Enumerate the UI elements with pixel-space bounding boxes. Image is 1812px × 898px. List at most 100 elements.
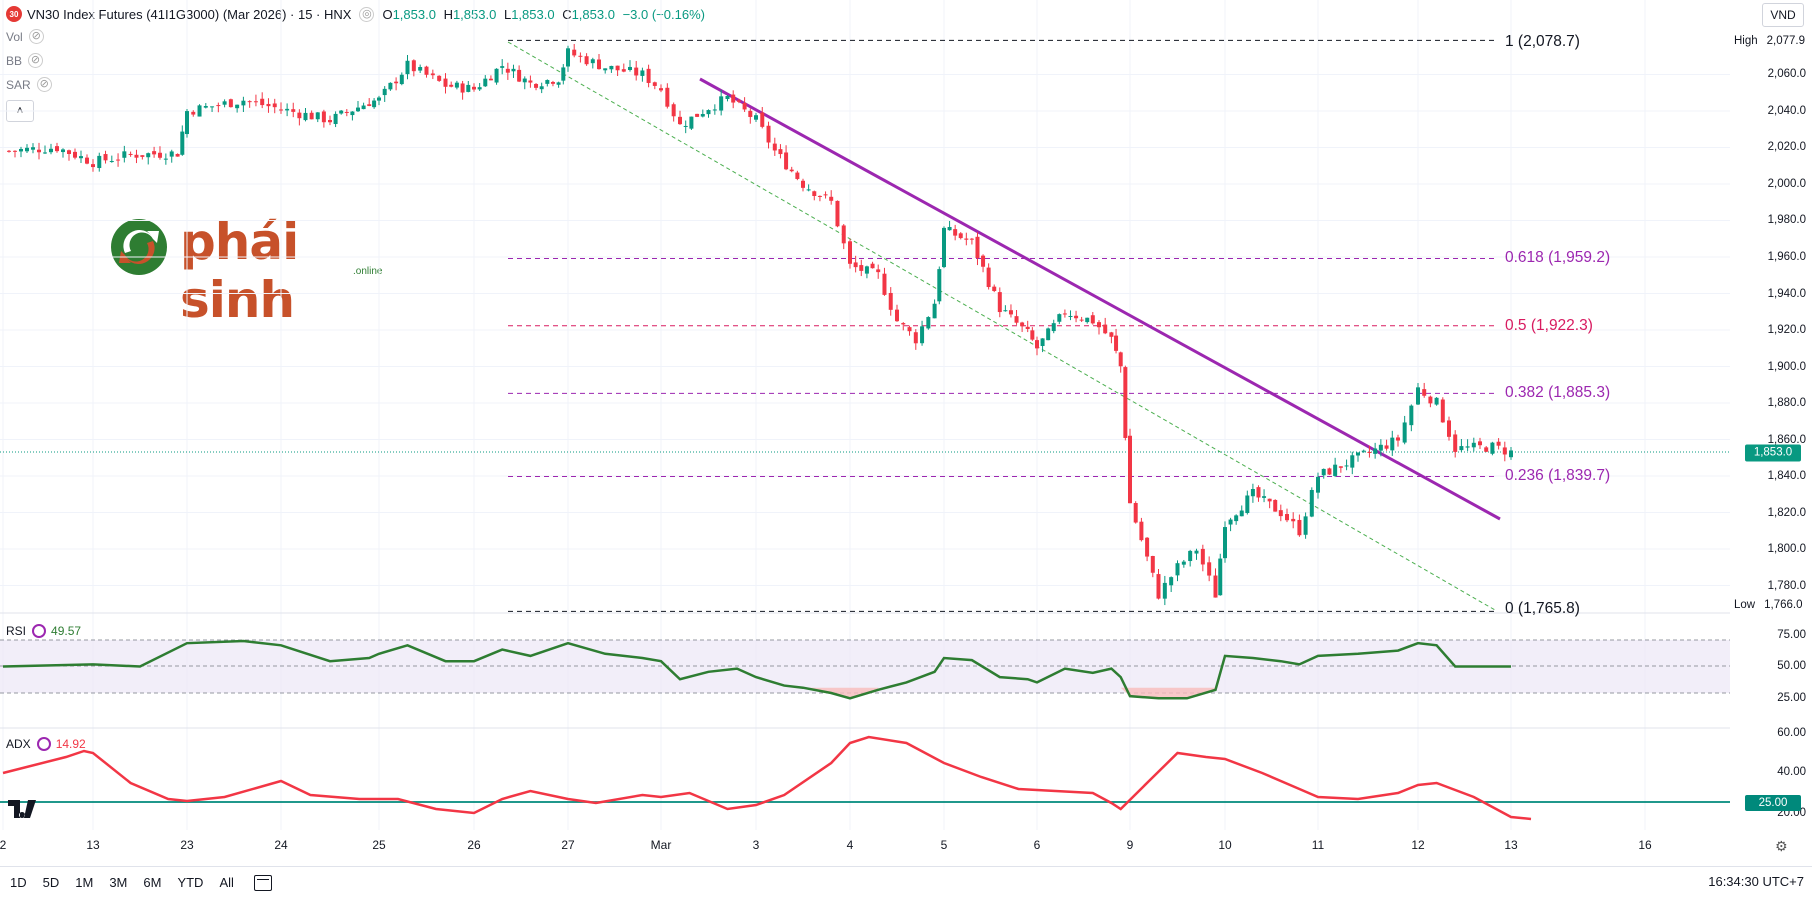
candle-body <box>1502 447 1507 455</box>
candle-body <box>671 104 676 117</box>
candle-body <box>272 103 277 108</box>
candle-body <box>67 150 71 154</box>
time-label: 24 <box>274 838 288 852</box>
currency-select[interactable]: VND <box>1762 3 1804 27</box>
logo-sub: .online <box>353 266 383 277</box>
rsi-title[interactable]: RSI 49.57 <box>6 624 82 638</box>
range-5d-button[interactable]: 5D <box>42 875 60 890</box>
time-label: 9 <box>1126 838 1134 852</box>
indicator-sar[interactable]: SAR ⊘ <box>6 77 52 92</box>
candle-body <box>128 153 133 155</box>
candle-body <box>888 292 893 310</box>
candle-body <box>1090 315 1095 324</box>
candle-body <box>134 154 139 158</box>
candle-body <box>37 149 41 153</box>
candle-body <box>975 236 980 258</box>
candle-body <box>981 255 986 267</box>
candle-body <box>817 195 822 197</box>
candle-body <box>1103 324 1108 334</box>
grid-lines <box>0 0 1730 830</box>
candle-body <box>517 69 522 82</box>
candle-body <box>528 80 533 83</box>
indicator-bb[interactable]: BB ⊘ <box>6 53 44 68</box>
range-1d-button[interactable]: 1D <box>10 875 27 890</box>
candle-body <box>665 87 670 107</box>
range-all-button[interactable]: All <box>219 875 234 890</box>
candle-body <box>801 180 805 188</box>
candle-body <box>109 161 114 163</box>
candle-body <box>1478 441 1482 446</box>
indicator-settings-icon[interactable] <box>32 624 47 638</box>
resistance-trendline[interactable] <box>699 77 1501 521</box>
adx-title[interactable]: ADX 14.92 <box>6 737 86 751</box>
tradingview-logo-icon <box>8 800 40 824</box>
calendar-icon[interactable] <box>253 874 272 891</box>
rsi-tick: 50.00 <box>1777 660 1806 672</box>
candle-body <box>399 74 404 85</box>
candle-body <box>116 159 121 161</box>
candle-body <box>443 78 448 87</box>
candle-body <box>835 200 840 227</box>
hidden-eye-icon[interactable]: ⊘ <box>28 29 44 44</box>
candle-body <box>1396 437 1400 441</box>
candle-body <box>992 286 997 291</box>
candle-body <box>1321 468 1326 476</box>
adx-line[interactable] <box>2 735 1532 821</box>
fibonacci-retracement[interactable] <box>508 39 1495 612</box>
range-6m-button[interactable]: 6M <box>143 875 162 890</box>
candle-body <box>191 111 196 115</box>
price-tick: 1,840.0 <box>1767 470 1806 482</box>
range-ytd-button[interactable]: YTD <box>177 875 204 890</box>
hidden-eye-icon[interactable]: ⊘ <box>28 53 44 68</box>
symbol-title[interactable]: VN30 Index Futures (41I1G3000) (Mar 2026… <box>27 6 352 22</box>
candle-body <box>823 194 828 196</box>
rsi-line[interactable] <box>2 639 1511 700</box>
candle-body <box>1291 518 1296 522</box>
settings-gear-icon[interactable]: ⚙ <box>1775 838 1788 854</box>
range-1m-button[interactable]: 1M <box>75 875 94 890</box>
time-axis[interactable]: 2 13 23 24 25 26 27 Mar 3 4 5 6 9 10 11 … <box>0 830 1730 860</box>
candle-body <box>1384 445 1389 449</box>
candle-body <box>1079 319 1084 321</box>
eye-icon[interactable]: ◎ <box>359 6 375 22</box>
candle-body <box>678 116 682 125</box>
candle-body <box>1278 510 1283 517</box>
candle-body <box>1361 450 1366 452</box>
price-tick: 1,800.0 <box>1767 543 1806 555</box>
candle-body <box>561 67 566 81</box>
candle-body <box>1484 447 1489 452</box>
candle-body <box>266 103 271 107</box>
candle-body <box>1145 537 1150 557</box>
candle-body <box>163 158 168 160</box>
candle-body <box>303 112 308 121</box>
candle-body <box>511 68 516 72</box>
candle-body <box>1014 316 1019 323</box>
candle-body <box>603 68 608 71</box>
candlestick-series[interactable] <box>7 43 1513 606</box>
candle-body <box>19 148 23 152</box>
candle-body <box>1490 442 1495 454</box>
adx-level-tag: 25.00 <box>1745 795 1801 811</box>
range-3m-button[interactable]: 3M <box>109 875 128 890</box>
fib-trend-line[interactable] <box>507 41 1496 611</box>
candle-body <box>25 147 29 152</box>
price-axis[interactable]: High 2,077.9 2,060.0 2,040.0 2,020.0 2,00… <box>1730 0 1812 866</box>
chart-canvas[interactable] <box>0 0 1730 866</box>
indicator-vol[interactable]: Vol ⊘ <box>6 29 44 44</box>
candle-body <box>634 67 639 76</box>
candle-body <box>731 94 736 103</box>
indicator-settings-icon[interactable] <box>36 737 51 751</box>
candle-body <box>152 151 157 155</box>
candle-body <box>964 238 969 240</box>
candle-body <box>772 143 777 151</box>
candle-body <box>1471 442 1476 448</box>
candle-body <box>1156 574 1161 599</box>
candle-body <box>1218 558 1223 596</box>
candle-body <box>31 147 35 150</box>
hidden-eye-icon[interactable]: ⊘ <box>36 77 52 92</box>
clock[interactable]: 16:34:30 UTC+7 <box>1708 874 1804 889</box>
candle-body <box>609 65 614 70</box>
candle-body <box>13 150 17 152</box>
candle-body <box>377 97 381 101</box>
candle-body <box>646 68 651 83</box>
